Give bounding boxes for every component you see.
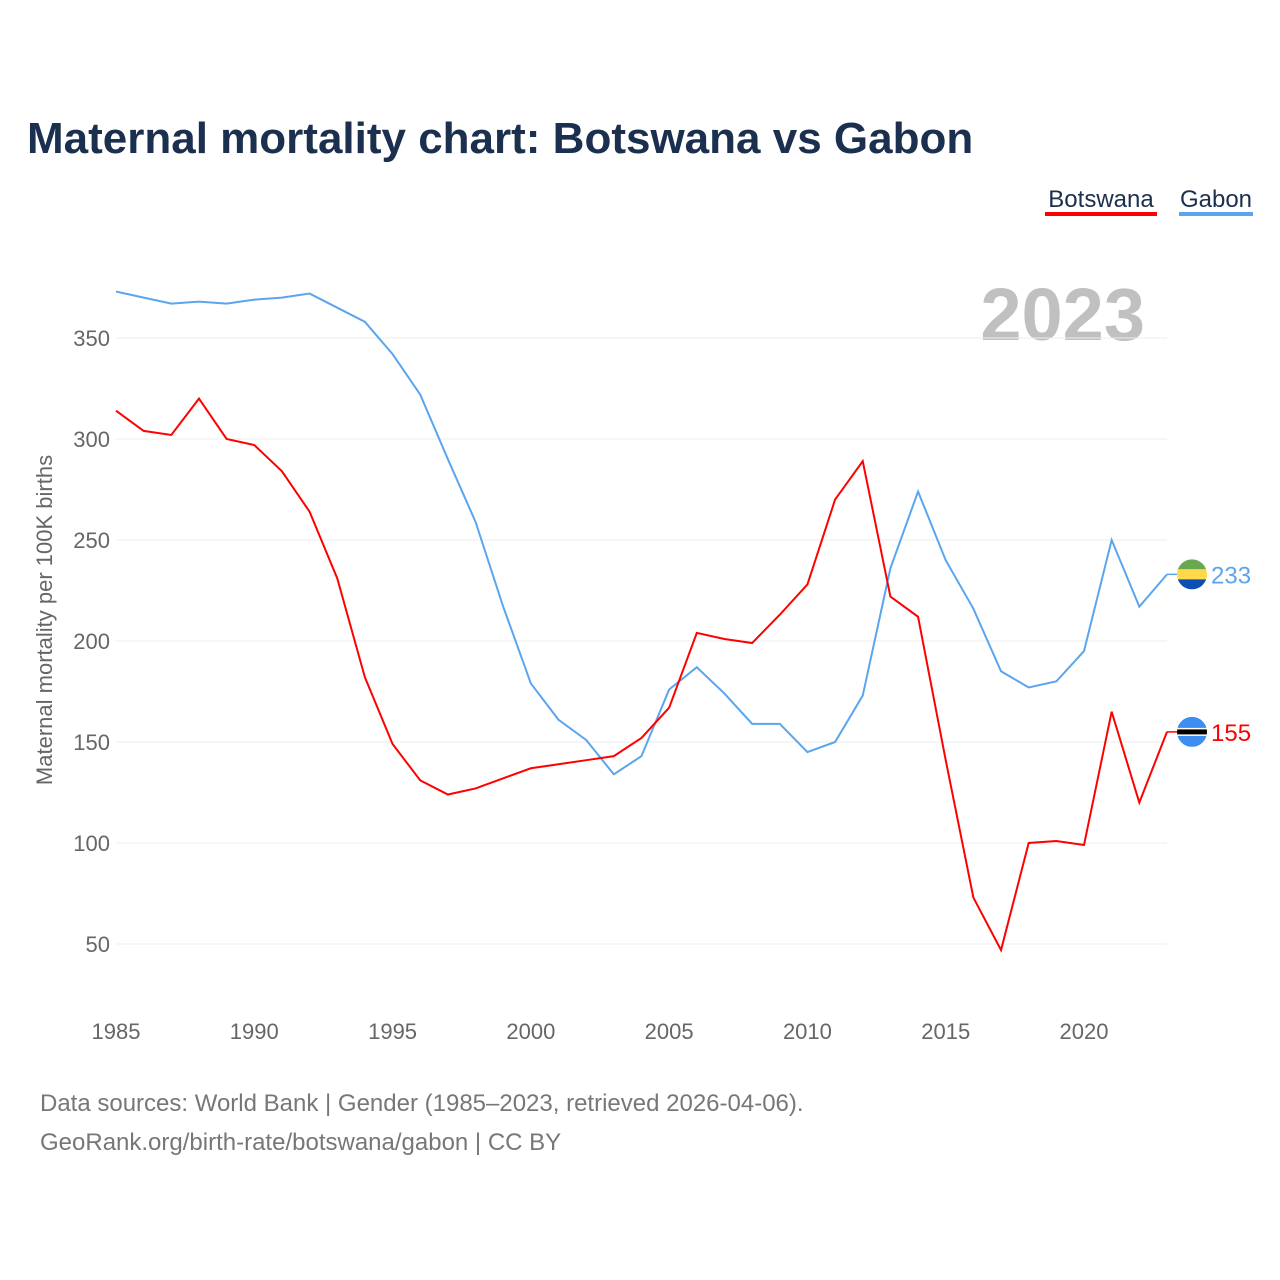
x-tick-label: 1995 xyxy=(368,1019,417,1044)
botswana-line xyxy=(115,396,1168,953)
x-tick-label: 1985 xyxy=(92,1019,141,1044)
y-tick-label: 350 xyxy=(73,326,110,351)
botswana-end-value: 155 xyxy=(1211,720,1251,747)
source-link[interactable]: GeoRank.org/birth-rate/botswana/gabon | … xyxy=(40,1129,561,1156)
chart-title: Maternal mortality chart: Botswana vs Ga… xyxy=(27,114,973,163)
x-tick-label: 2000 xyxy=(506,1019,555,1044)
y-tick-label: 50 xyxy=(86,932,110,957)
legend-item-botswana[interactable]: Botswana xyxy=(1048,186,1154,213)
gabon-end-value: 233 xyxy=(1211,562,1251,589)
gabon-line xyxy=(115,290,1168,776)
x-tick-label: 2005 xyxy=(645,1019,694,1044)
source-text: Data sources: World Bank | Gender (1985–… xyxy=(40,1090,804,1117)
y-tick-label: 250 xyxy=(73,528,110,553)
legend-swatch xyxy=(1045,212,1157,216)
x-tick-label: 1990 xyxy=(230,1019,279,1044)
y-tick-label: 300 xyxy=(73,427,110,452)
x-tick-label: 2010 xyxy=(783,1019,832,1044)
botswana-flag-icon xyxy=(1177,716,1207,747)
y-tick-label: 150 xyxy=(73,730,110,755)
y-tick-label: 200 xyxy=(73,629,110,654)
gabon-flag-icon xyxy=(1177,559,1207,590)
x-tick-label: 2015 xyxy=(921,1019,970,1044)
y-tick-label: 100 xyxy=(73,831,110,856)
x-tick-label: 2020 xyxy=(1060,1019,1109,1044)
y-axis-label: Maternal mortality per 100K births xyxy=(32,455,57,785)
year-watermark: 2023 xyxy=(980,273,1145,356)
legend-item-gabon[interactable]: Gabon xyxy=(1180,186,1252,213)
legend-swatch xyxy=(1179,212,1253,216)
